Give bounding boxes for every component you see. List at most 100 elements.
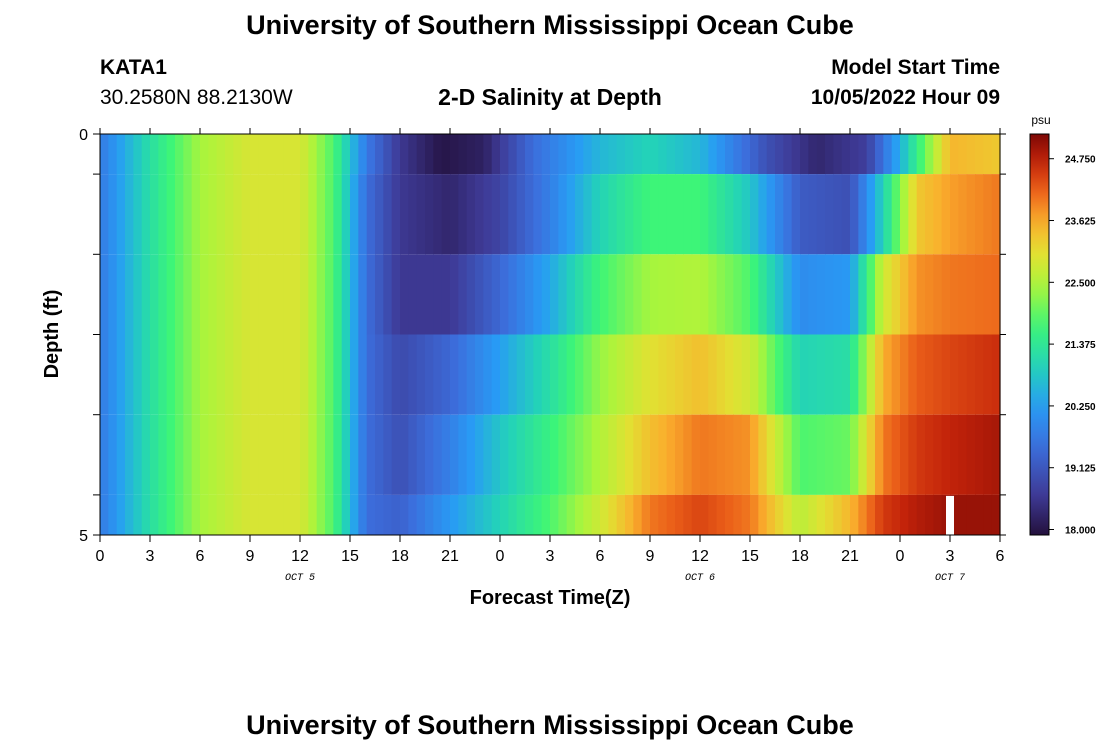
heatmap-cell [683,334,693,415]
heatmap-cell [216,174,226,255]
heatmap-cell [241,254,251,335]
heatmap-cell [716,174,726,255]
heatmap-cell [416,414,426,495]
heatmap-cell [275,414,284,495]
heatmap-cell [691,334,701,415]
heatmap-cell [816,414,826,495]
heatmap-cell [458,494,468,535]
heatmap-cell [166,334,176,415]
heatmap-cell [916,254,926,335]
heatmap-cell [300,254,309,335]
heatmap-cell [116,254,126,335]
heatmap-cell [558,494,568,535]
heatmap-cell [958,174,968,255]
heatmap-cell [316,254,326,335]
heatmap-cell [950,334,959,415]
heatmap-cell [958,414,968,495]
heatmap-cell [683,494,693,535]
heatmap-cell [925,254,934,335]
heatmap-cell [766,334,776,415]
heatmap-cell [308,494,318,535]
heatmap-cell [841,254,851,335]
heatmap-cell [575,134,584,175]
heatmap-cell [133,334,143,415]
heatmap-cell [391,414,401,495]
heatmap-cell [216,414,226,495]
heatmap-cell [441,334,451,415]
heatmap-cell [541,134,551,175]
heatmap-cell [416,254,426,335]
heatmap-cell [591,134,601,175]
heatmap-cell [641,414,651,495]
heatmap-cell [141,334,151,415]
heatmap-cell [958,134,968,175]
heatmap-cell [558,174,568,255]
heatmap-cell [500,254,509,335]
heatmap-cell [900,414,909,495]
heatmap-cell [658,414,668,495]
heatmap-cell [966,334,976,415]
heatmap-cell [550,174,559,255]
x-tick-label: 3 [146,548,155,565]
heatmap-cell [425,414,434,495]
heatmap-cell [775,134,784,175]
heatmap-cell [400,494,409,535]
heatmap-cell [483,254,493,335]
heatmap-cell [733,134,743,175]
colorbar-tick-label: 18.000 [1065,526,1096,537]
heatmap-cell [341,334,351,415]
heatmap-cell [358,334,368,415]
heatmap-cell [816,334,826,415]
heatmap-cell [308,134,318,175]
heatmap-cell [483,134,493,175]
heatmap-cell [866,174,876,255]
heatmap-cell [275,334,284,415]
heatmap-cell [183,334,193,415]
heatmap-cell [658,134,668,175]
x-tick-label: 12 [691,548,709,565]
heatmap-cell [491,134,501,175]
heatmap-cell [641,494,651,535]
heatmap-cell [991,414,1001,495]
heatmap-cell [725,414,734,495]
heatmap-cell [583,334,593,415]
heatmap-cell [750,134,759,175]
heatmap-cell [141,174,151,255]
heatmap-cell [783,174,793,255]
heatmap-cell [241,334,251,415]
heatmap-cell [683,254,693,335]
heatmap-cell [475,174,484,255]
heatmap-cell [308,174,318,255]
heatmap-cell [191,254,201,335]
heatmap-cell [666,334,676,415]
heatmap-cell [833,254,843,335]
heatmap-cell [841,134,851,175]
heatmap-cell [383,494,393,535]
heatmap-cell [841,334,851,415]
heatmap-cell [775,334,784,415]
heatmap-cell [275,174,284,255]
heatmap-cell [866,134,876,175]
heatmap-cell [225,174,234,255]
colorbar-unit: psu [1031,113,1050,127]
heatmap-cell [116,134,126,175]
heatmap-cell [900,254,909,335]
heatmap-cell [733,334,743,415]
heatmap-cell [225,414,234,495]
heatmap-cell [358,414,368,495]
heatmap-cell [583,134,593,175]
heatmap-cell [750,414,759,495]
heatmap-cell [366,334,376,415]
heatmap-cell [883,494,893,535]
heatmap-cell [333,414,343,495]
heatmap-cell [433,334,443,415]
heatmap-cell [483,494,493,535]
heatmap-cell [641,134,651,175]
heatmap-cell [675,414,684,495]
heatmap-cell [525,254,534,335]
heatmap-cell [125,494,134,535]
heatmap-cell [633,134,643,175]
heatmap-cell [600,174,609,255]
heatmap-cell [508,174,518,255]
heatmap-cell [458,254,468,335]
